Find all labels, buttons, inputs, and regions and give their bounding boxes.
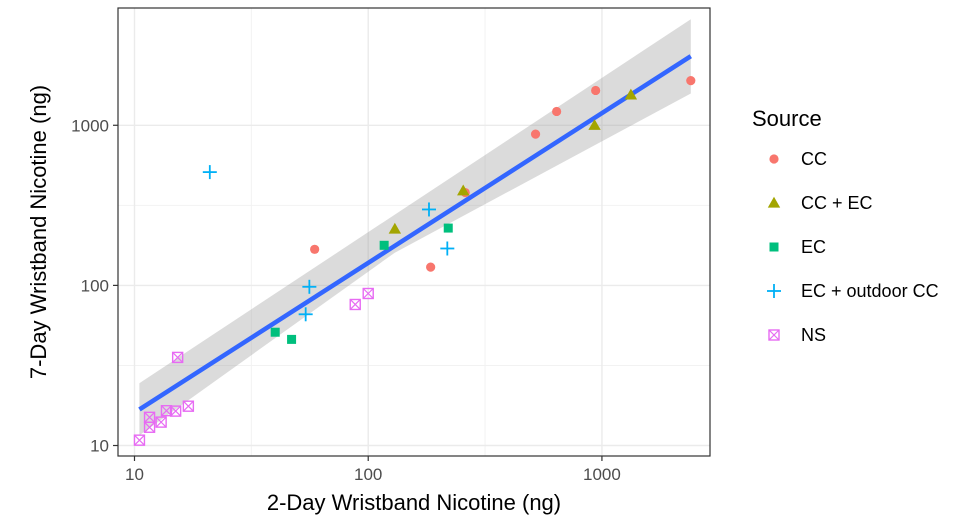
data-point-cc <box>426 262 436 272</box>
marker-shape <box>769 154 779 164</box>
marker-shape <box>588 119 601 130</box>
legend-key-cc-ec <box>767 196 781 208</box>
y-axis-title: 7-Day Wristband Nicotine (ng) <box>26 85 51 379</box>
marker-stroke <box>170 405 182 417</box>
marker-box <box>349 298 361 311</box>
legend-key-ec <box>769 242 779 252</box>
data-point-ns <box>169 405 182 417</box>
data-points <box>133 76 696 446</box>
marker-shape <box>767 196 781 208</box>
marker-shape <box>530 129 541 139</box>
marker-box <box>155 416 167 428</box>
data-point-ns <box>362 287 374 300</box>
marker-box <box>362 287 374 300</box>
data-point-ns <box>143 411 156 424</box>
y-tick-label: 100 <box>81 276 109 295</box>
marker-shape <box>443 223 453 233</box>
marker-shape <box>388 222 402 234</box>
marker-box <box>171 351 184 364</box>
marker-stroke <box>155 416 167 428</box>
marker-stroke <box>349 299 361 310</box>
data-point-ns <box>160 404 173 417</box>
y-tick-label: 10 <box>90 437 109 456</box>
legend-label-ns: NS <box>801 325 826 345</box>
marker-shape <box>686 76 696 86</box>
marker-shape <box>552 106 562 117</box>
marker-box <box>169 405 182 417</box>
data-point-ec <box>270 327 280 337</box>
marker-shape <box>591 85 601 96</box>
marker-shape <box>624 88 638 100</box>
data-point-cc <box>530 129 541 139</box>
data-point-ec-outdoor-cc <box>202 165 217 180</box>
data-point-ns <box>171 351 184 364</box>
marker-box <box>768 329 780 341</box>
marker-stroke <box>182 400 194 412</box>
legend-title: Source <box>752 106 822 131</box>
marker-stroke <box>144 421 155 433</box>
marker-shape <box>270 327 280 337</box>
x-tick-label: 100 <box>354 465 382 484</box>
data-point-cc <box>591 85 601 96</box>
fit-line-group <box>138 54 693 412</box>
legend: Source CC CC + EC EC EC + outdoor CC NS <box>752 106 939 345</box>
data-point-cc-ec <box>388 222 402 234</box>
data-point-ec-outdoor-cc <box>421 202 436 217</box>
marker-shape <box>287 334 297 344</box>
grid <box>118 8 710 456</box>
data-point-ec-outdoor-cc <box>440 241 455 256</box>
legend-label-ec-outdoor-cc: EC + outdoor CC <box>801 281 939 301</box>
data-point-ns <box>349 298 361 311</box>
marker-stroke <box>144 411 155 423</box>
x-tick-label: 10 <box>125 465 144 484</box>
marker-stroke <box>768 329 780 341</box>
legend-label-ec: EC <box>801 237 826 257</box>
data-point-cc-ec <box>624 88 638 100</box>
data-point-ec <box>287 334 297 344</box>
y-axis-ticks: 10 100 1000 <box>71 116 118 456</box>
marker-stroke <box>134 434 145 446</box>
marker-shape <box>310 244 320 254</box>
fit-line <box>138 54 693 412</box>
legend-key-cc <box>769 154 779 164</box>
marker-shape <box>426 262 436 272</box>
marker-stroke <box>172 351 184 363</box>
marker-shape <box>769 242 779 252</box>
data-point-ec <box>379 240 389 250</box>
marker-stroke <box>161 405 172 417</box>
data-point-ec-outdoor-cc <box>298 307 313 322</box>
data-point-ns <box>182 400 195 412</box>
legend-key-ns <box>768 329 780 341</box>
data-point-cc <box>552 106 562 117</box>
data-point-ec <box>443 223 453 233</box>
panel-border <box>117 7 711 457</box>
data-point-ns <box>133 434 146 446</box>
data-point-ns <box>155 416 167 428</box>
marker-shape <box>379 240 389 250</box>
marker-box <box>143 411 156 424</box>
marker-box <box>182 400 195 412</box>
x-tick-label: 1000 <box>583 465 621 484</box>
x-axis-title: 2-Day Wristband Nicotine (ng) <box>267 490 561 515</box>
legend-key-ec-outdoor-cc <box>767 284 781 298</box>
data-point-ec-outdoor-cc <box>302 279 317 294</box>
marker-box <box>160 404 173 417</box>
x-axis-ticks: 10 100 1000 <box>125 456 621 484</box>
data-point-cc <box>310 244 320 254</box>
legend-label-cc-ec: CC + EC <box>801 193 873 213</box>
data-point-cc-ec <box>588 119 601 130</box>
marker-stroke <box>362 288 374 299</box>
data-point-cc-ec <box>457 184 470 196</box>
marker-box <box>133 434 146 446</box>
marker-shape <box>457 184 470 196</box>
y-tick-label: 1000 <box>71 116 109 135</box>
data-point-cc <box>686 76 696 86</box>
legend-label-cc: CC <box>801 149 827 169</box>
